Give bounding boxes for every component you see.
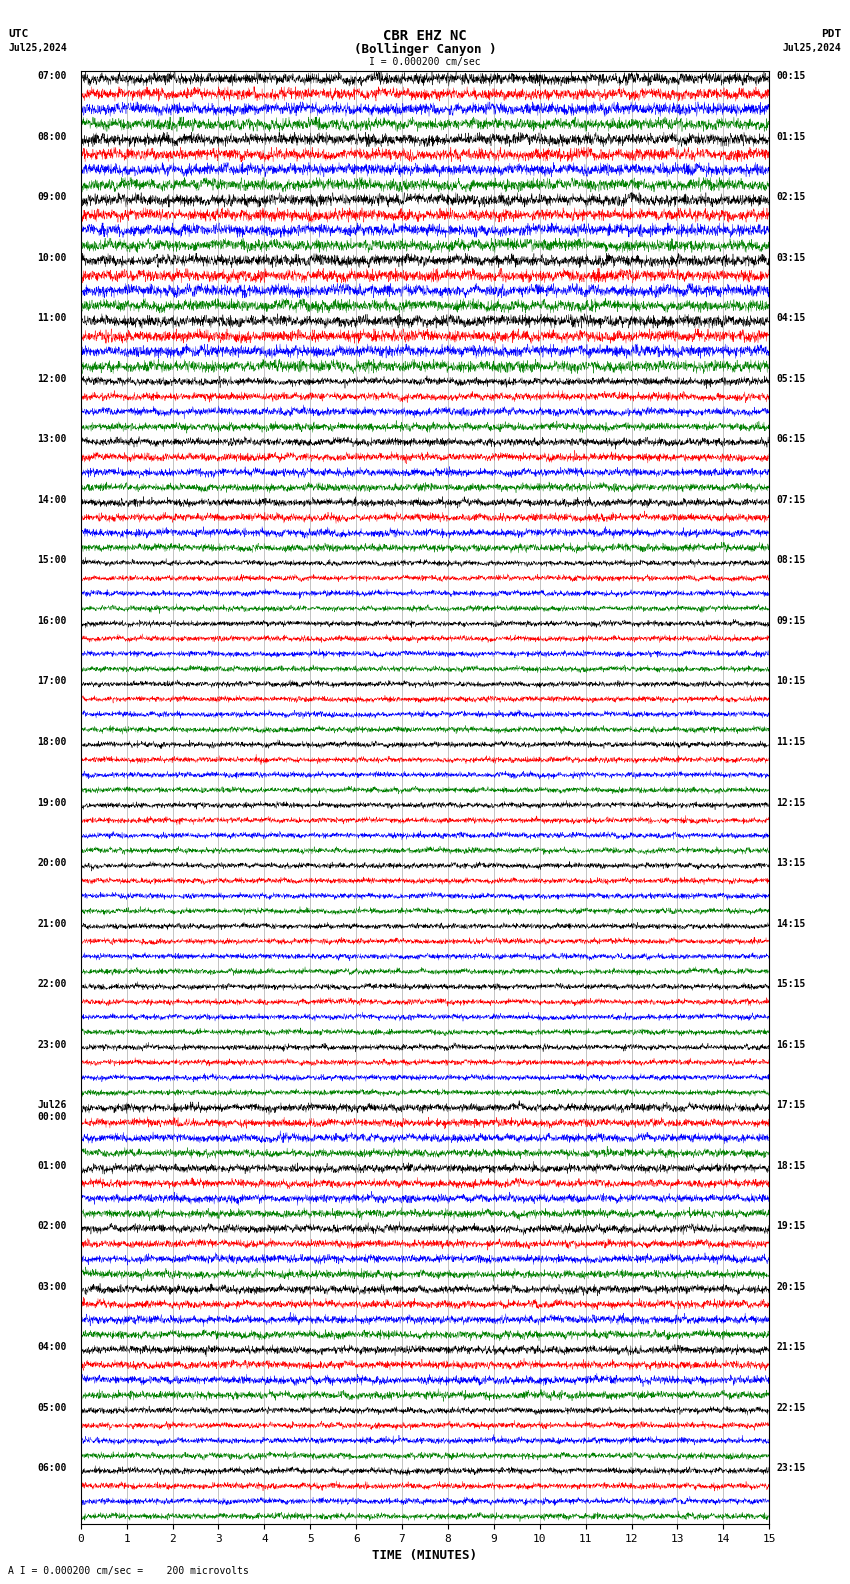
Text: 17:00: 17:00 (37, 676, 67, 686)
Text: 18:00: 18:00 (37, 737, 67, 748)
Text: 05:15: 05:15 (776, 374, 806, 383)
Text: 02:15: 02:15 (776, 192, 806, 203)
Text: 15:15: 15:15 (776, 979, 806, 988)
Text: 05:00: 05:00 (37, 1403, 67, 1413)
Text: (Bollinger Canyon ): (Bollinger Canyon ) (354, 43, 496, 55)
Text: 09:00: 09:00 (37, 192, 67, 203)
Text: 18:15: 18:15 (776, 1161, 806, 1171)
Text: 20:15: 20:15 (776, 1281, 806, 1291)
Text: 19:00: 19:00 (37, 797, 67, 808)
Text: 23:15: 23:15 (776, 1464, 806, 1473)
Text: 21:00: 21:00 (37, 919, 67, 928)
Text: 04:00: 04:00 (37, 1342, 67, 1353)
Text: 01:15: 01:15 (776, 131, 806, 143)
Text: 11:00: 11:00 (37, 314, 67, 323)
Text: Jul25,2024: Jul25,2024 (8, 43, 67, 52)
Text: PDT: PDT (821, 29, 842, 38)
Text: 20:00: 20:00 (37, 859, 67, 868)
Text: 03:00: 03:00 (37, 1281, 67, 1291)
Text: UTC: UTC (8, 29, 29, 38)
Text: 16:15: 16:15 (776, 1039, 806, 1050)
Text: 12:00: 12:00 (37, 374, 67, 383)
Text: 08:00: 08:00 (37, 131, 67, 143)
Text: CBR EHZ NC: CBR EHZ NC (383, 29, 467, 43)
Text: 07:00: 07:00 (37, 71, 67, 81)
X-axis label: TIME (MINUTES): TIME (MINUTES) (372, 1549, 478, 1562)
Text: 09:15: 09:15 (776, 616, 806, 626)
Text: 02:00: 02:00 (37, 1221, 67, 1231)
Text: 13:00: 13:00 (37, 434, 67, 445)
Text: 04:15: 04:15 (776, 314, 806, 323)
Text: I = 0.000200 cm/sec: I = 0.000200 cm/sec (369, 57, 481, 67)
Text: 17:15: 17:15 (776, 1101, 806, 1110)
Text: 11:15: 11:15 (776, 737, 806, 748)
Text: 00:15: 00:15 (776, 71, 806, 81)
Text: 03:15: 03:15 (776, 253, 806, 263)
Text: 14:00: 14:00 (37, 494, 67, 505)
Text: A I = 0.000200 cm/sec =    200 microvolts: A I = 0.000200 cm/sec = 200 microvolts (8, 1567, 249, 1576)
Text: 07:15: 07:15 (776, 494, 806, 505)
Text: 14:15: 14:15 (776, 919, 806, 928)
Text: 10:00: 10:00 (37, 253, 67, 263)
Text: 13:15: 13:15 (776, 859, 806, 868)
Text: 21:15: 21:15 (776, 1342, 806, 1353)
Text: 10:15: 10:15 (776, 676, 806, 686)
Text: 22:00: 22:00 (37, 979, 67, 988)
Text: 01:00: 01:00 (37, 1161, 67, 1171)
Text: 15:00: 15:00 (37, 556, 67, 565)
Text: Jul25,2024: Jul25,2024 (783, 43, 842, 52)
Text: 23:00: 23:00 (37, 1039, 67, 1050)
Text: 16:00: 16:00 (37, 616, 67, 626)
Text: 12:15: 12:15 (776, 797, 806, 808)
Text: 06:15: 06:15 (776, 434, 806, 445)
Text: 19:15: 19:15 (776, 1221, 806, 1231)
Text: 06:00: 06:00 (37, 1464, 67, 1473)
Text: 08:15: 08:15 (776, 556, 806, 565)
Text: 22:15: 22:15 (776, 1403, 806, 1413)
Text: Jul26
00:00: Jul26 00:00 (37, 1101, 67, 1121)
